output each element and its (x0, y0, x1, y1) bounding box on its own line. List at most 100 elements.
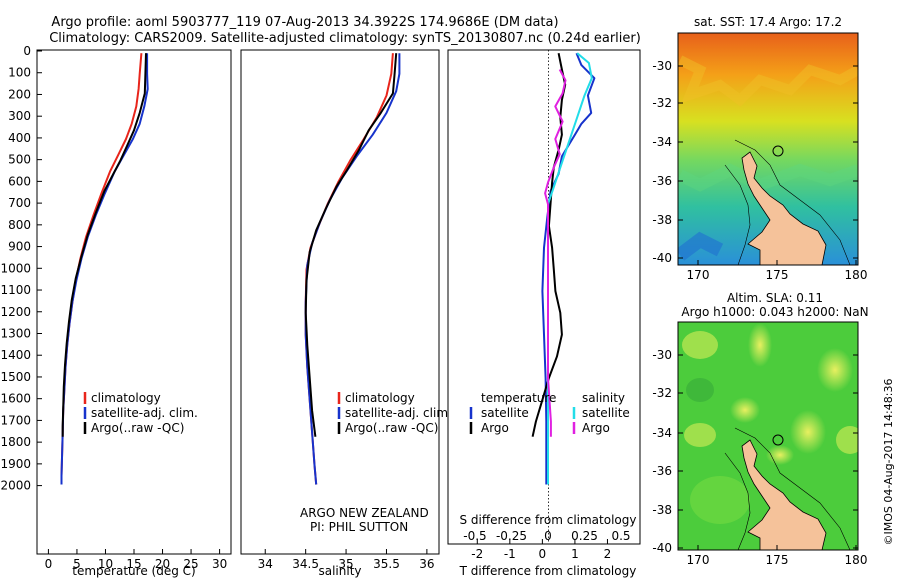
depth-tick-label: 900 (8, 240, 31, 254)
depth-tick-label: 100 (8, 66, 31, 80)
salinity-x-axis: 34 34.5 35 35.5 36 (258, 549, 435, 571)
series-line-argo-raw-qc- (304, 53, 398, 437)
sst-map-title: sat. SST: 17.4 Argo: 17.2 (694, 15, 842, 29)
sla-map (678, 322, 858, 550)
lat-tick-label: -34 (652, 426, 672, 440)
depth-tick-label: 600 (8, 174, 31, 188)
x-tick-label: 2 (604, 547, 612, 561)
temperature-depth-axis: 0 100 200 300 400 500 600 700 800 900 1000 1100 1200… (0, 44, 42, 493)
depth-tick-label: 500 (8, 153, 31, 167)
sst-map-frame (677, 32, 859, 266)
difference-x-axis: -2 -1 0 1 2 -0.5 -0.25 0 0.25 0.5 (463, 529, 630, 561)
x-tick-label: 1 (571, 547, 579, 561)
difference-plot-frame (447, 49, 641, 545)
depth-tick-label: 1000 (0, 261, 31, 275)
s-tick-label: -0.5 (463, 529, 486, 543)
lat-tick-label: -30 (652, 59, 672, 73)
new-zealand-landmass (741, 151, 827, 265)
depth-tick-label: 0 (23, 44, 31, 58)
x-tick-label: 10 (98, 557, 113, 571)
x-tick-label: 5 (73, 557, 81, 571)
legend-label-t-argo: Argo (481, 421, 509, 435)
sla-map-frame (677, 321, 859, 551)
legend-title-salinity: salinity (582, 391, 625, 405)
x-tick-label: 25 (183, 557, 198, 571)
lat-tick-label: -40 (652, 251, 672, 265)
depth-tick-label: 300 (8, 109, 31, 123)
legend-label-climatology: climatology (345, 391, 415, 405)
series-line-s-argo (544, 69, 567, 437)
x-tick-label: 35 (338, 557, 353, 571)
lat-tick-label: -32 (652, 386, 672, 400)
difference-profiles (531, 52, 596, 485)
x-tick-label: -2 (471, 547, 483, 561)
legend-label-argo: Argo(..raw -QC) (345, 421, 438, 435)
new-zealand-landmass (741, 439, 827, 550)
s-tick-label: -0.25 (496, 529, 527, 543)
lat-tick-label: -38 (652, 503, 672, 517)
x-tick-label: 36 (419, 557, 434, 571)
depth-tick-label: 1900 (0, 457, 31, 471)
depth-tick-label: 1600 (0, 392, 31, 406)
argo-position-marker (772, 145, 784, 157)
temperature-legend: climatology satellite-adj. clim. Argo(..… (83, 391, 198, 435)
x-tick-label: 0 (45, 557, 53, 571)
x-tick-label: 34.5 (292, 557, 319, 571)
sla-map-title: Altim. SLA: 0.11 (727, 291, 823, 305)
depth-tick-label: 800 (8, 218, 31, 232)
lon-tick-label: 180 (845, 553, 868, 567)
s-tick-label: 0.25 (571, 529, 598, 543)
lon-tick-label: 180 (845, 268, 868, 282)
legend-label-s-argo: Argo (582, 421, 610, 435)
float-pi-label: PI: PHIL SUTTON (310, 520, 408, 534)
legend-label-t-satellite: satellite (481, 406, 529, 420)
argo-position-marker (772, 434, 784, 446)
legend-label-argo: Argo(..raw -QC) (91, 421, 184, 435)
depth-tick-label: 1700 (0, 413, 31, 427)
x-tick-label: 15 (126, 557, 141, 571)
temperature-plot-frame (36, 49, 232, 555)
t-difference-label: T difference from climatology (459, 564, 637, 578)
lat-tick-label: -32 (652, 96, 672, 110)
lat-tick-label: -36 (652, 174, 672, 188)
x-tick-label: -1 (504, 547, 516, 561)
lat-tick-label: -30 (652, 348, 672, 362)
sst-map-axes: -30 -32 -34 -36 -38 -40 170 175 180 (652, 59, 867, 282)
difference-legend: temperature satellite Argo salinity sate… (469, 391, 630, 435)
depth-tick-label: 1100 (0, 283, 31, 297)
sst-map (678, 33, 858, 265)
legend-title-temperature: temperature (481, 391, 556, 405)
lat-tick-label: -40 (652, 541, 672, 555)
temperature-x-axis: 0 5 10 15 20 25 30 (45, 549, 227, 571)
lon-tick-label: 175 (766, 268, 789, 282)
x-tick-label: 34 (258, 557, 273, 571)
header-line2: Climatology: CARS2009. Satellite-adjuste… (49, 31, 641, 46)
legend-label-satellite: satellite-adj. clim. (91, 406, 198, 420)
depth-tick-label: 1300 (0, 326, 31, 340)
header-line1: Argo profile: aoml 5903777_119 07-Aug-20… (51, 15, 558, 30)
x-tick-label: 35.5 (373, 557, 400, 571)
legend-label-s-satellite: satellite (582, 406, 630, 420)
s-difference-label: S difference from climatology (460, 513, 637, 527)
series-line-argo-raw-qc- (61, 53, 147, 437)
s-tick-label: 0.5 (611, 529, 630, 543)
temperature-xlabel: temperature (deg C) (72, 564, 195, 578)
lat-tick-label: -38 (652, 213, 672, 227)
lat-tick-label: -34 (652, 135, 672, 149)
depth-tick-label: 1200 (0, 305, 31, 319)
legend-label-satellite: satellite-adj. clim. (345, 406, 452, 420)
lon-tick-label: 170 (687, 553, 710, 567)
salinity-legend: climatology satellite-adj. clim. Argo(..… (337, 391, 452, 435)
imos-watermark: ©IMOS 04-Aug-2017 14:48:36 (882, 379, 895, 546)
temperature-profiles (60, 53, 149, 485)
salinity-xlabel: salinity (318, 564, 361, 578)
lon-tick-label: 170 (687, 268, 710, 282)
legend-label-climatology: climatology (91, 391, 161, 405)
depth-tick-label: 1500 (0, 370, 31, 384)
x-tick-label: 20 (155, 557, 170, 571)
salinity-plot-frame (240, 49, 440, 555)
s-tick-label: 0 (544, 529, 552, 543)
salinity-profiles (304, 53, 401, 485)
depth-tick-label: 700 (8, 196, 31, 210)
